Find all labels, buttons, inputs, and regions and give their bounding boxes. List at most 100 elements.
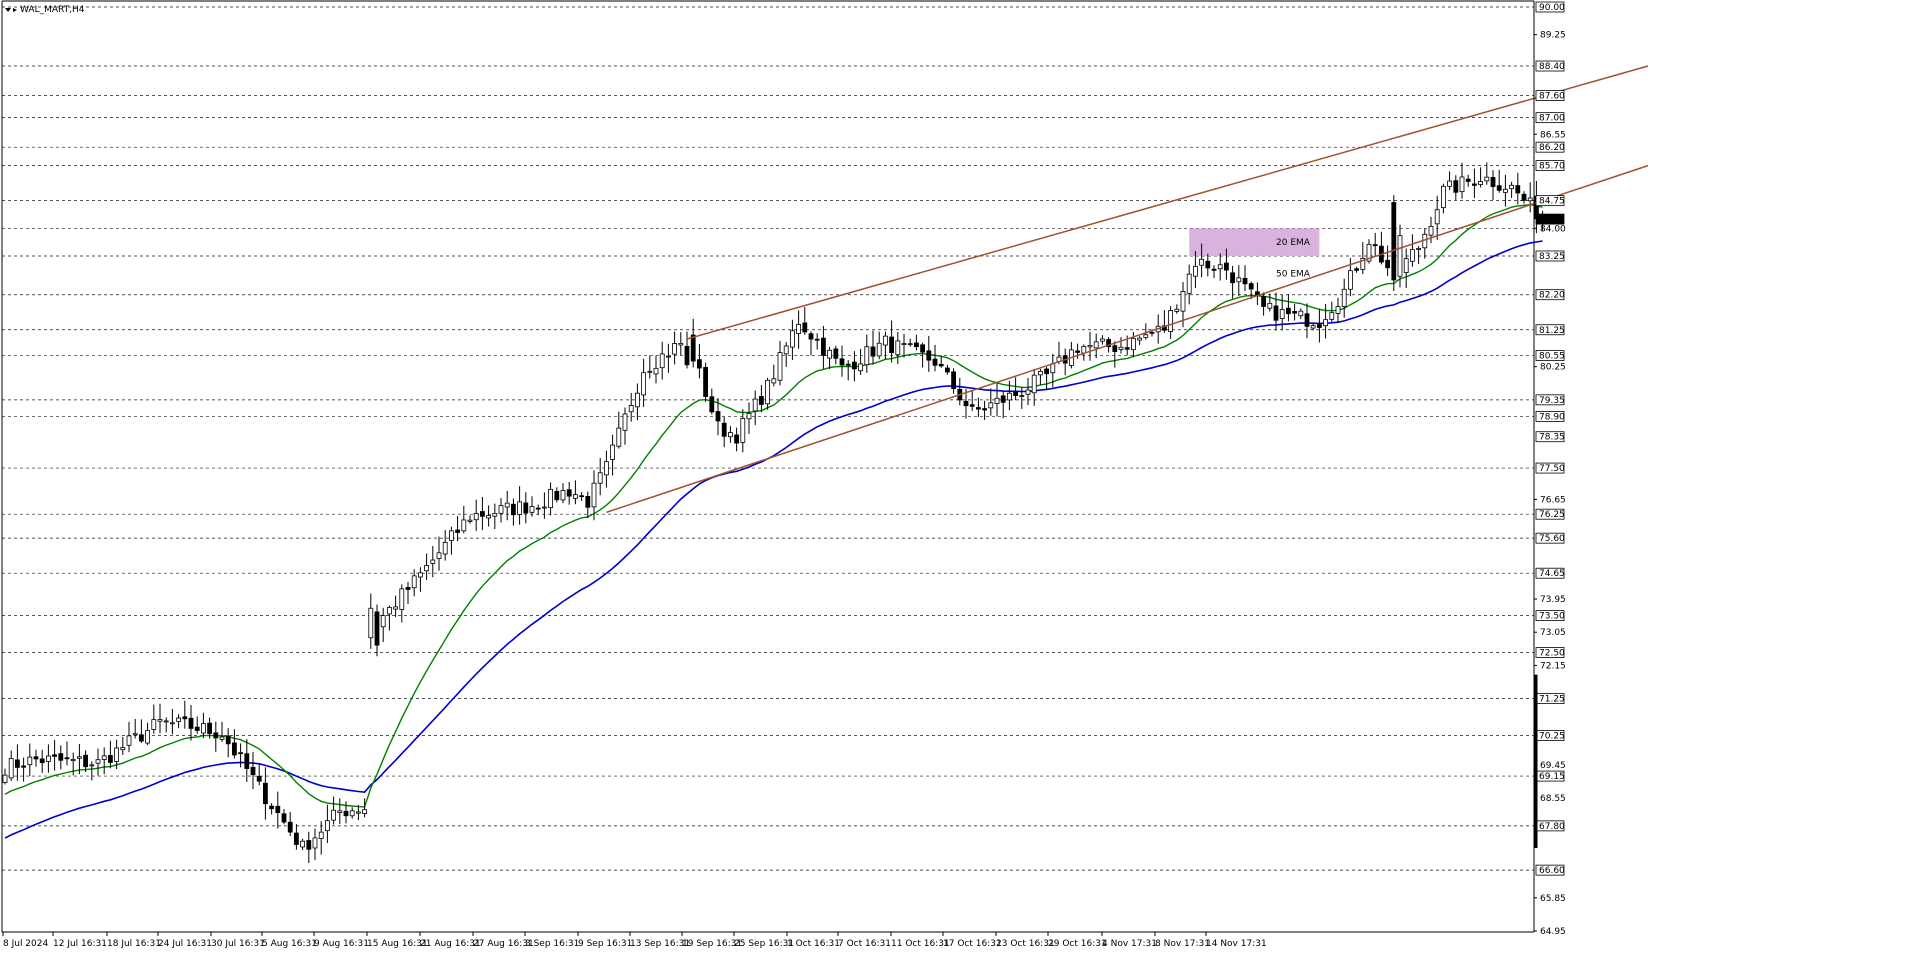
time-label-22[interactable]: 8 Nov 17:31: [1155, 939, 1210, 949]
time-label-2[interactable]: 18 Jul 16:31: [107, 939, 161, 949]
time-label-1[interactable]: 12 Jul 16:31: [53, 939, 107, 949]
candle-body: [1038, 370, 1043, 376]
candle-body: [883, 335, 888, 346]
candle-171: [1062, 348, 1068, 376]
candle-body: [89, 764, 95, 767]
candle-body: [138, 734, 144, 742]
candle-body: [393, 606, 399, 610]
candle-body: [108, 755, 113, 763]
candle-91: [566, 481, 572, 505]
price-tag-box: [1535, 90, 1565, 101]
price-tag-90-00: 90.00: [1539, 3, 1565, 13]
candle-156: [969, 390, 975, 411]
candle-body: [597, 472, 603, 484]
time-label-14[interactable]: 25 Sep 16:31: [734, 939, 794, 949]
candle-body: [932, 358, 938, 366]
channel-lower-line[interactable]: [606, 164, 1649, 514]
candle-89: [554, 487, 560, 503]
candle-216: [1341, 278, 1347, 318]
trend-channel[interactable]: [606, 65, 1649, 514]
candle-47: [293, 824, 299, 850]
time-label-23[interactable]: 14 Nov 17:31: [1206, 939, 1267, 949]
candle-97: [604, 450, 609, 488]
price-tag-69-15: 69.15: [1539, 772, 1565, 782]
price-tag-box: [1535, 462, 1565, 474]
candle-214: [1329, 301, 1335, 323]
candle-39: [244, 739, 250, 783]
candle-body: [641, 372, 646, 396]
candle-0: [2, 768, 8, 785]
price-axis[interactable]: 89.25 86.55 84.00 80.25 76.65 73.95 73.05 72.15…: [1, 0, 1566, 937]
candle-body: [914, 342, 919, 348]
candle-body: [510, 503, 516, 516]
candle-7: [46, 744, 51, 773]
candle-196: [1217, 253, 1223, 281]
candle-82: [510, 498, 516, 526]
time-label-6[interactable]: 9 Aug 16:31: [314, 939, 369, 949]
time-label-21[interactable]: 4 Nov 17:31: [1102, 939, 1157, 949]
price-tag-box: [1535, 431, 1565, 443]
time-label-17[interactable]: 11 Oct 16:31: [891, 939, 950, 949]
channel-upper-line[interactable]: [686, 65, 1649, 340]
candle-body: [498, 505, 504, 514]
candle-body: [802, 322, 808, 333]
candle-body: [287, 821, 293, 833]
candle-101: [628, 392, 634, 422]
time-label-9[interactable]: 27 Aug 16:31: [473, 939, 534, 949]
price-tag-box: [1535, 195, 1565, 207]
price-tag-box: [1535, 60, 1565, 72]
candle-64: [399, 584, 405, 623]
candle-17: [108, 740, 113, 769]
candle-body: [1180, 291, 1186, 312]
time-label-19[interactable]: 23 Oct 16:31: [996, 939, 1055, 949]
candle-105: [653, 355, 659, 384]
candle-215: [1335, 297, 1341, 324]
candle-73: [455, 516, 461, 542]
time-label-16[interactable]: 7 Oct 16:31: [838, 939, 891, 949]
time-label-18[interactable]: 17 Oct 16:31: [943, 939, 1002, 949]
time-label-5[interactable]: 5 Aug 16:31: [262, 939, 317, 949]
time-label-3[interactable]: 24 Jul 16:31: [158, 939, 212, 949]
candle-body: [101, 755, 107, 760]
candle-body: [1168, 310, 1173, 333]
candle-147: [914, 334, 919, 351]
time-label-10[interactable]: 3 Sep 16:31: [525, 939, 579, 949]
candle-235: [1459, 162, 1465, 199]
candle-78: [486, 505, 492, 527]
dropdown-triangle-icon[interactable]: [5, 8, 11, 12]
price-tag-box: [1535, 112, 1565, 124]
candle-3: [21, 757, 27, 782]
candle-120: [746, 402, 752, 434]
candle-90: [560, 483, 566, 504]
time-label-20[interactable]: 29 Oct 16:31: [1048, 939, 1107, 949]
candle-body: [1224, 262, 1229, 271]
price-label-84-00: 84.00: [1540, 224, 1566, 234]
candle-body: [889, 336, 894, 354]
candle-154: [957, 377, 963, 406]
price-label-89-25: 89.25: [1540, 31, 1566, 41]
candle-body: [1174, 308, 1180, 312]
time-label-15[interactable]: 1 Oct 16:31: [787, 939, 840, 949]
time-label-13[interactable]: 19 Sep 16:31: [682, 939, 742, 949]
candle-200: [1242, 265, 1248, 291]
candle-body: [926, 350, 932, 361]
candle-body: [293, 832, 299, 845]
time-label-0[interactable]: 8 Jul 2024: [3, 939, 48, 949]
candle-110: [684, 331, 690, 369]
candle-142: [883, 331, 888, 360]
candle-body: [945, 367, 950, 373]
candle-body: [200, 723, 206, 734]
time-label-7[interactable]: 15 Aug 16:31: [367, 939, 428, 949]
candle-117: [728, 426, 733, 443]
candle-2: [14, 744, 20, 781]
time-label-8[interactable]: 21 Aug 16:31: [420, 939, 481, 949]
candle-79: [492, 503, 498, 530]
candle-body: [858, 363, 863, 372]
candle-177: [1100, 335, 1105, 345]
time-label-4[interactable]: 30 Jul 16:31: [211, 939, 265, 949]
time-label-12[interactable]: 13 Sep 16:31: [630, 939, 690, 949]
time-label-11[interactable]: 9 Sep 16:31: [578, 939, 632, 949]
candle-body: [604, 461, 609, 476]
